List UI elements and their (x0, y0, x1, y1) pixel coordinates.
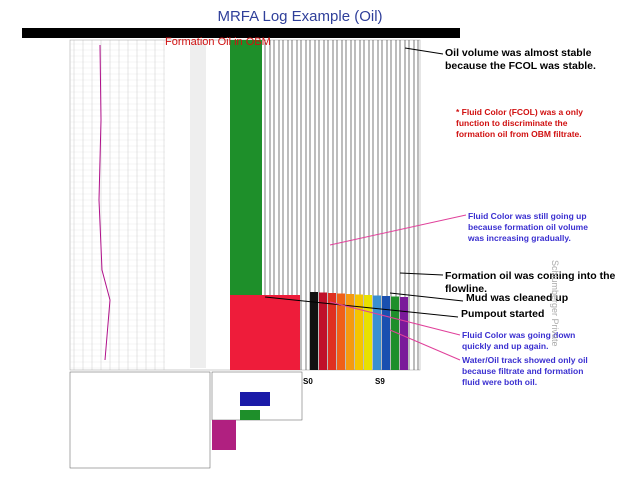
color-bar (328, 293, 336, 370)
color-bar (382, 296, 390, 370)
red-track (230, 295, 300, 370)
track-label: S9 (375, 377, 385, 386)
annotation: Fluid Color was still going up because f… (468, 211, 588, 243)
annotation: Oil volume was almost stable because the… (445, 47, 596, 72)
color-bar (355, 294, 363, 370)
annotation: Fluid Color was going down quickly and u… (462, 330, 576, 351)
annotation: Mud was cleaned up (466, 292, 569, 304)
color-bar (364, 295, 372, 370)
track-label: S0 (303, 377, 313, 386)
color-bar (319, 292, 327, 370)
annotation: Water/Oil track showed only oil because … (462, 355, 588, 387)
watermark: Schlumberger Private (550, 260, 560, 347)
annotation: Pumpout started (461, 308, 545, 320)
color-bars (310, 292, 408, 370)
color-bar (310, 292, 318, 370)
annotation: Formation oil was coming into the flowli… (445, 270, 616, 295)
log-header-left (69, 371, 211, 469)
color-bar (400, 297, 408, 370)
banner: Formation Oil in OBM (165, 36, 271, 48)
title: MRFA Log Example (Oil) (217, 8, 383, 25)
legend-swatch (212, 420, 236, 450)
arrows (264, 47, 464, 318)
log-curve (98, 44, 111, 361)
depth-column (190, 42, 206, 368)
annotation: * Fluid Color (FCOL) was a only function… (456, 107, 584, 139)
color-bar (391, 296, 399, 370)
legend-swatch (240, 392, 270, 406)
color-bar (337, 293, 345, 370)
header-bar (22, 28, 460, 38)
green-track (230, 40, 262, 295)
color-bar (346, 294, 354, 370)
legend-swatch (240, 410, 260, 420)
arrows-pink (329, 214, 467, 361)
color-bar (373, 295, 381, 370)
